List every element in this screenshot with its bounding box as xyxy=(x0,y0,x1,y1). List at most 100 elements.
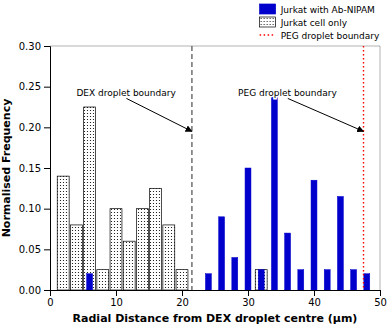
legend-label: Jurkat with Ab-NIPAM xyxy=(280,5,375,15)
bar-series xyxy=(87,91,370,290)
bar xyxy=(351,270,357,290)
x-tick-mark xyxy=(380,290,381,296)
bar xyxy=(139,290,145,291)
bar xyxy=(70,225,82,290)
x-tick-label: 40 xyxy=(308,297,321,308)
x-tick-label: 0 xyxy=(47,297,53,308)
y-axis-title: Normalised Frequency xyxy=(0,99,13,238)
x-tick: 10 xyxy=(110,290,123,308)
x-tick-mark xyxy=(116,290,117,296)
y-tick-label: 0.15 xyxy=(19,163,41,174)
x-tick: 50 xyxy=(374,290,387,308)
bar xyxy=(73,290,79,291)
annotation-text: DEX droplet boundary xyxy=(76,88,176,98)
bar xyxy=(176,270,188,290)
y-tick: 0.15 xyxy=(19,163,50,174)
bar xyxy=(337,196,343,290)
y-tick-mark xyxy=(44,87,50,88)
bar xyxy=(311,180,317,290)
bar xyxy=(123,241,135,290)
y-tick: 0.20 xyxy=(19,122,50,133)
frame-right xyxy=(380,46,381,290)
x-tick-mark xyxy=(314,290,315,296)
bar xyxy=(245,168,251,290)
x-tick: 20 xyxy=(176,290,189,308)
bar xyxy=(179,290,185,291)
annotation-arrow xyxy=(126,98,191,131)
legend-swatch xyxy=(260,34,276,36)
bar xyxy=(136,209,148,290)
x-tick: 40 xyxy=(308,290,321,308)
x-tick: 30 xyxy=(242,290,255,308)
bar xyxy=(364,274,370,290)
legend-item: PEG droplet boundary xyxy=(260,31,380,41)
x-axis-title: Radial Distance from DEX droplet centre … xyxy=(73,312,358,325)
bar xyxy=(150,188,162,290)
y-tick-label: 0.30 xyxy=(19,41,41,52)
x-tick-label: 50 xyxy=(374,297,387,308)
bar xyxy=(100,290,106,291)
annotations: DEX droplet boundary PEG droplet boundary xyxy=(76,88,363,131)
annotation-text: PEG droplet boundary xyxy=(238,88,337,98)
legend-swatch xyxy=(260,4,276,14)
legend-swatch xyxy=(260,17,276,27)
bar xyxy=(110,209,122,290)
bar xyxy=(126,290,132,291)
chart: 0 10 20 30 40 50 0.00 0.05 0.10 0.15 0.20 0.25 0.30 R… xyxy=(0,0,392,328)
y-axis-line xyxy=(44,47,51,291)
y-tick-label: 0.25 xyxy=(19,81,41,92)
x-tick-mark xyxy=(248,290,249,296)
y-tick: 0.25 xyxy=(19,81,50,92)
x-tick-label: 10 xyxy=(110,297,123,308)
y-tick: 0.05 xyxy=(19,244,50,255)
bar xyxy=(84,107,96,290)
y-tick-label: 0.00 xyxy=(19,285,41,296)
x-tick: 0 xyxy=(47,290,53,308)
bar xyxy=(324,270,330,290)
y-tick-mark xyxy=(44,46,50,47)
bar xyxy=(87,274,93,290)
bar xyxy=(219,217,225,290)
bar xyxy=(113,290,119,291)
plot: 0 10 20 30 40 50 0.00 0.05 0.10 0.15 0.20 0.25 0.30 R… xyxy=(0,41,387,325)
x-axis: 0 10 20 30 40 50 xyxy=(47,290,387,308)
bar xyxy=(232,257,238,290)
y-tick-mark xyxy=(44,290,50,291)
y-tick-label: 0.20 xyxy=(19,122,41,133)
x-tick-mark xyxy=(182,290,183,296)
y-tick: 0.10 xyxy=(19,203,50,214)
legend-label: Jurkat cell only xyxy=(280,18,348,28)
bar xyxy=(153,290,159,291)
y-tick: 0.00 xyxy=(19,285,50,296)
reference-line xyxy=(363,46,364,290)
legend-item: Jurkat cell only xyxy=(260,17,348,28)
bar xyxy=(57,176,69,290)
legend-label: PEG droplet boundary xyxy=(281,31,380,41)
bar xyxy=(298,270,304,290)
y-tick-label: 0.10 xyxy=(19,203,41,214)
y-tick-mark xyxy=(44,168,50,169)
bar xyxy=(97,270,109,290)
y-tick: 0.30 xyxy=(19,41,50,52)
x-tick-label: 20 xyxy=(176,297,189,308)
bar xyxy=(60,290,66,291)
y-tick-label: 0.05 xyxy=(19,244,41,255)
bar xyxy=(166,290,172,291)
annotation-arrow xyxy=(288,98,364,131)
y-axis: 0.00 0.05 0.10 0.15 0.20 0.25 0.30 xyxy=(19,41,51,296)
x-axis-line xyxy=(51,291,381,297)
y-tick-mark xyxy=(44,209,50,210)
legend-item: Jurkat with Ab-NIPAM xyxy=(260,4,375,15)
bar xyxy=(271,91,277,290)
bar xyxy=(285,233,291,290)
bar xyxy=(163,225,175,290)
x-tick-label: 30 xyxy=(242,297,255,308)
bar xyxy=(255,270,267,290)
reference-line xyxy=(191,46,192,290)
legend: Jurkat with Ab-NIPAM Jurkat cell only PEG … xyxy=(260,4,380,41)
frame-top xyxy=(50,46,380,47)
y-tick-mark xyxy=(44,249,50,250)
marks xyxy=(57,46,370,290)
bar-series xyxy=(57,107,267,290)
y-tick-mark xyxy=(44,127,50,128)
